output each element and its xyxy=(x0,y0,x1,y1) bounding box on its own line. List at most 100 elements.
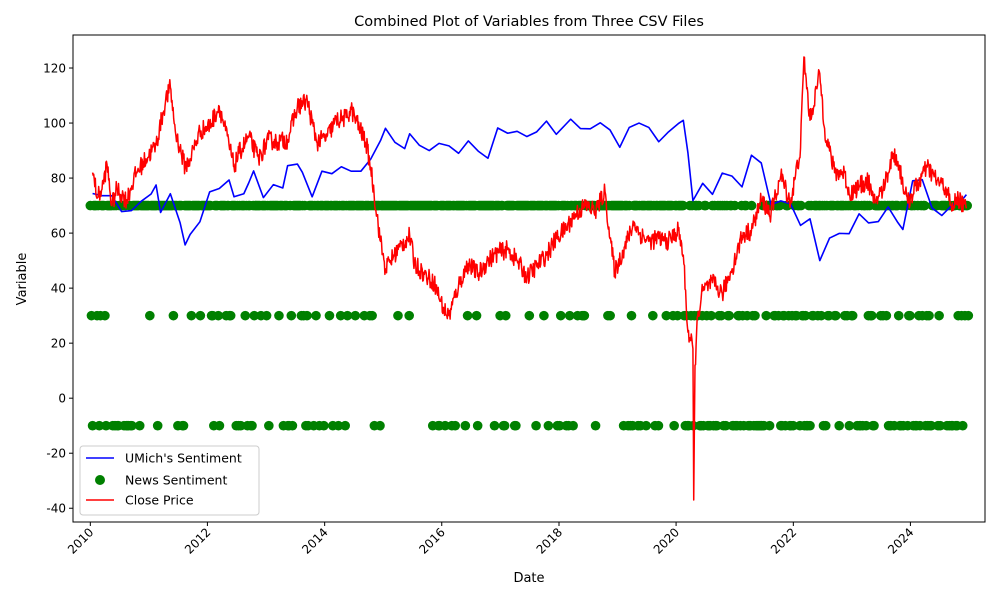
legend: UMich's Sentiment News Sentiment Close P… xyxy=(79,445,260,516)
news-sentiment-point xyxy=(367,310,377,321)
news-sentiment-point xyxy=(500,310,511,321)
news-sentiment-point xyxy=(750,310,760,321)
news-sentiment-point xyxy=(440,420,450,431)
news-sentiment-point xyxy=(626,310,637,321)
news-sentiment-point xyxy=(195,310,206,321)
chart-title: Combined Plot of Variables from Three CS… xyxy=(354,14,704,30)
news-sentiment-point xyxy=(225,310,236,321)
news-sentiment-point xyxy=(235,420,246,431)
news-sentiment-point xyxy=(460,420,471,431)
news-sentiment-point xyxy=(724,310,734,321)
news-sentiment-point xyxy=(100,310,110,321)
legend-frame xyxy=(79,445,260,516)
news-sentiment-point xyxy=(375,420,385,431)
y-tick-label: 0 xyxy=(58,391,66,405)
news-sentiment-point xyxy=(555,310,566,321)
news-sentiment-point xyxy=(350,310,361,321)
news-sentiment-point xyxy=(101,420,111,431)
news-sentiment-point xyxy=(678,200,688,211)
news-sentiment-point xyxy=(127,420,137,431)
news-sentiment-point xyxy=(286,310,297,321)
news-sentiment-point xyxy=(471,310,482,321)
news-sentiment-point xyxy=(450,420,461,431)
news-sentiment-point xyxy=(333,420,344,431)
news-sentiment-point xyxy=(94,420,105,431)
news-sentiment-point xyxy=(240,310,251,321)
news-sentiment-point xyxy=(834,420,844,431)
news-sentiment-point xyxy=(905,310,915,321)
y-tick-label: -40 xyxy=(46,502,66,516)
news-sentiment-point xyxy=(214,420,225,431)
news-sentiment-point xyxy=(831,310,841,321)
x-axis-label: Date xyxy=(513,571,544,586)
news-sentiment-point xyxy=(145,310,155,321)
news-sentiment-point xyxy=(404,310,414,321)
news-sentiment-point xyxy=(934,310,944,321)
news-sentiment-point xyxy=(511,420,521,431)
legend-swatch-news xyxy=(95,475,105,485)
close-price-line xyxy=(91,56,968,501)
news-sentiment-point xyxy=(311,310,321,321)
news-sentiment-point xyxy=(716,310,727,321)
y-tick-label: 40 xyxy=(51,281,66,295)
news-sentiment-point xyxy=(816,310,827,321)
news-sentiment-point xyxy=(524,310,535,321)
y-tick-label: 120 xyxy=(43,61,66,75)
news-sentiment-point xyxy=(844,420,855,431)
news-sentiment-point xyxy=(866,310,877,321)
news-sentiment-point xyxy=(796,200,806,211)
news-sentiment-point xyxy=(919,200,930,211)
y-axis-ticks: -40 -20 0 20 40 60 80 100 120 xyxy=(43,61,73,516)
y-axis-label: Variable xyxy=(15,253,30,306)
news-sentiment-point xyxy=(869,420,879,431)
news-sentiment-point xyxy=(264,420,274,431)
news-sentiment-point xyxy=(499,420,510,431)
news-sentiment-point xyxy=(489,420,500,431)
news-sentiment-point xyxy=(134,420,145,431)
news-sentiment-point xyxy=(261,310,272,321)
y-tick-label: -20 xyxy=(46,447,66,461)
news-sentiment-point xyxy=(554,420,565,431)
news-sentiment-point xyxy=(531,420,541,431)
news-sentiment-point xyxy=(653,420,664,431)
news-sentiment-point xyxy=(462,310,473,321)
news-sentiment-point xyxy=(712,420,722,431)
news-sentiment-point xyxy=(788,420,798,431)
news-sentiment-point xyxy=(820,420,831,431)
umich-sentiment-line xyxy=(92,118,968,262)
news-sentiment-point xyxy=(335,310,346,321)
news-sentiment-point xyxy=(340,420,350,431)
news-sentiment-point xyxy=(847,310,858,321)
news-sentiment-point xyxy=(605,310,615,321)
news-sentiment-point xyxy=(274,310,284,321)
news-sentiment-point xyxy=(926,420,937,431)
news-sentiment-point xyxy=(861,420,871,431)
news-sentiment-point xyxy=(700,200,711,211)
axes-frame xyxy=(72,34,986,523)
news-sentiment-point xyxy=(168,310,179,321)
y-tick-label: 80 xyxy=(51,171,66,185)
news-sentiment-point xyxy=(764,420,775,431)
news-sentiment-point xyxy=(472,420,483,431)
news-sentiment-point xyxy=(957,420,968,431)
news-sentiment-point xyxy=(543,420,554,431)
news-sentiment-point xyxy=(721,420,731,431)
news-sentiment-point xyxy=(935,420,946,431)
news-sentiment-point xyxy=(805,420,815,431)
news-sentiment-point xyxy=(213,310,224,321)
news-sentiment-point xyxy=(539,310,549,321)
news-sentiment-point xyxy=(152,420,163,431)
news-sentiment-point xyxy=(324,310,335,321)
news-sentiment-point xyxy=(249,310,260,321)
y-tick-label: 100 xyxy=(43,116,66,130)
news-sentiment-point xyxy=(729,200,740,211)
news-sentiment-point xyxy=(568,420,578,431)
news-sentiment-point xyxy=(881,310,892,321)
news-sentiment-point xyxy=(287,420,298,431)
news-sentiment-point xyxy=(178,420,189,431)
news-sentiment-point xyxy=(564,310,575,321)
plot-area: 2010 2012 2014 2016 2018 2020 2022 2024 -40-200… xyxy=(43,56,974,557)
news-sentiment-point xyxy=(661,310,672,321)
legend-label-umich: UMich's Sentiment xyxy=(125,451,242,466)
news-sentiment-point xyxy=(924,310,934,321)
